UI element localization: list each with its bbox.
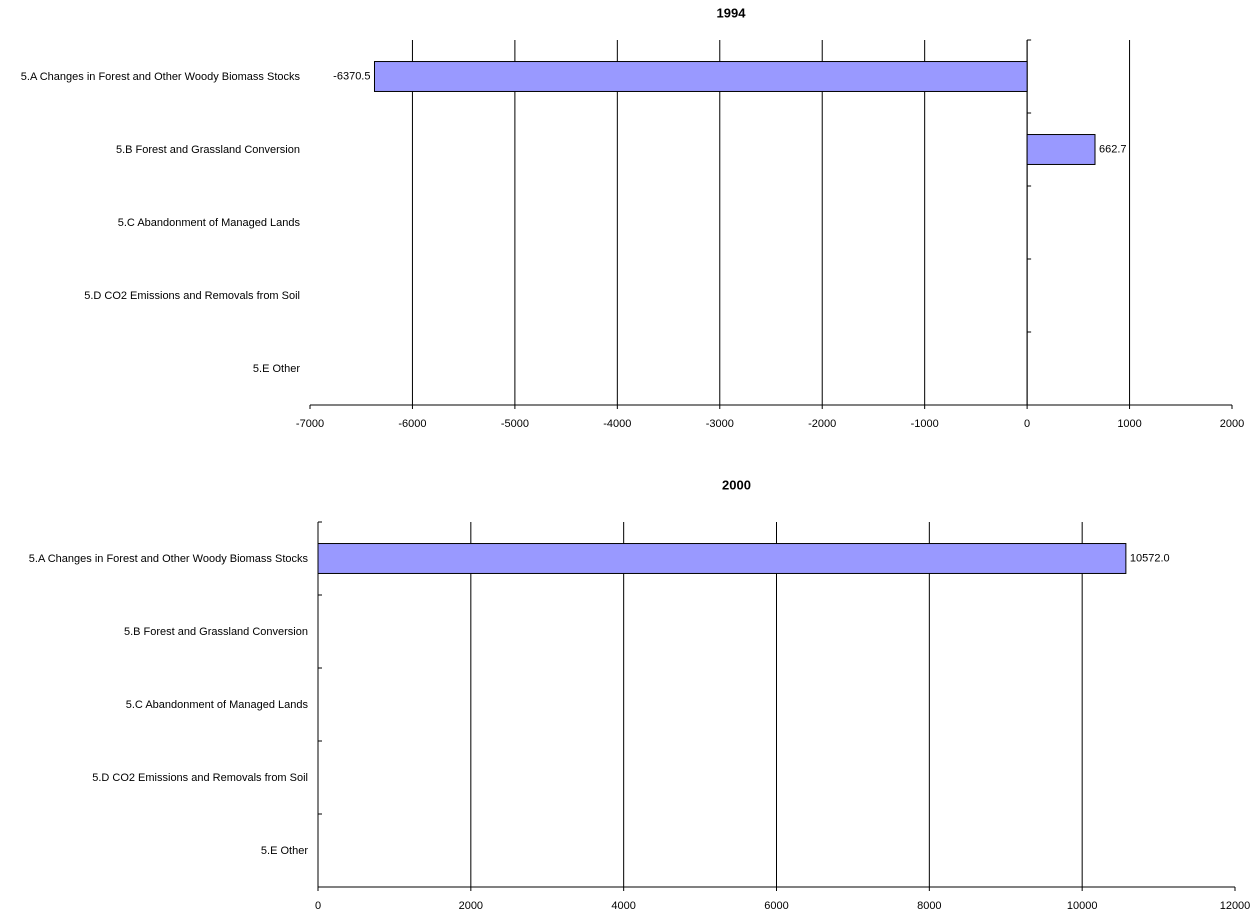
category-text: 5.C Abandonment of Managed Lands <box>117 216 300 229</box>
x-tick-label: -6000 <box>398 418 426 430</box>
category-text: 5.A Changes in Forest and Other Woody Bi… <box>20 70 300 83</box>
category-text: 5.D CO2 Emissions and Removals from Soil <box>84 289 300 302</box>
x-tick-label: 12000 <box>1220 900 1251 912</box>
y-tick-label: 5.C Abandonment of Managed Lands <box>0 685 308 725</box>
y-tick-label: 5.D CO2 Emissions and Removals from Soil <box>0 276 300 316</box>
x-tick-label: -3000 <box>706 418 734 430</box>
x-tick-label: 2000 <box>1220 418 1244 430</box>
x-tick-label: 4000 <box>611 900 635 912</box>
bar <box>1026 134 1096 165</box>
x-tick-label: -1000 <box>911 418 939 430</box>
category-text: 5.B Forest and Grassland Conversion <box>123 625 308 638</box>
chart-title: 2000 <box>722 477 751 492</box>
x-tick-label: 8000 <box>917 900 941 912</box>
y-tick-label: 5.A Changes in Forest and Other Woody Bi… <box>0 57 300 97</box>
y-tick-label: 5.E Other <box>0 349 300 389</box>
category-text: 5.B Forest and Grassland Conversion <box>115 143 300 156</box>
y-tick-label: 5.D CO2 Emissions and Removals from Soil <box>0 758 308 798</box>
data-label: 10572.0 <box>1130 552 1170 564</box>
category-text: 5.D CO2 Emissions and Removals from Soil <box>92 771 308 784</box>
x-tick-label: 10000 <box>1067 900 1098 912</box>
y-tick-label: 5.E Other <box>0 831 308 871</box>
x-tick-label: 1000 <box>1117 418 1141 430</box>
x-tick-label: -7000 <box>296 418 324 430</box>
bar <box>317 543 1127 574</box>
x-tick-label: 0 <box>1024 418 1030 430</box>
data-label: 662.7 <box>1099 143 1127 155</box>
category-text: 5.E Other <box>252 362 300 375</box>
x-tick-label: -5000 <box>501 418 529 430</box>
bar <box>373 61 1028 92</box>
x-tick-label: 2000 <box>459 900 483 912</box>
y-tick-label: 5.A Changes in Forest and Other Woody Bi… <box>0 539 308 579</box>
category-text: 5.E Other <box>260 844 308 857</box>
x-tick-label: -4000 <box>603 418 631 430</box>
y-tick-label: 5.B Forest and Grassland Conversion <box>0 130 300 170</box>
chart-title: 1994 <box>717 5 747 20</box>
category-text: 5.A Changes in Forest and Other Woody Bi… <box>28 552 308 565</box>
data-label: -6370.5 <box>333 70 370 82</box>
x-tick-label: 0 <box>315 900 321 912</box>
x-tick-label: 6000 <box>764 900 788 912</box>
y-tick-label: 5.C Abandonment of Managed Lands <box>0 203 300 243</box>
category-text: 5.C Abandonment of Managed Lands <box>125 698 308 711</box>
x-tick-label: -2000 <box>808 418 836 430</box>
y-tick-label: 5.B Forest and Grassland Conversion <box>0 612 308 652</box>
